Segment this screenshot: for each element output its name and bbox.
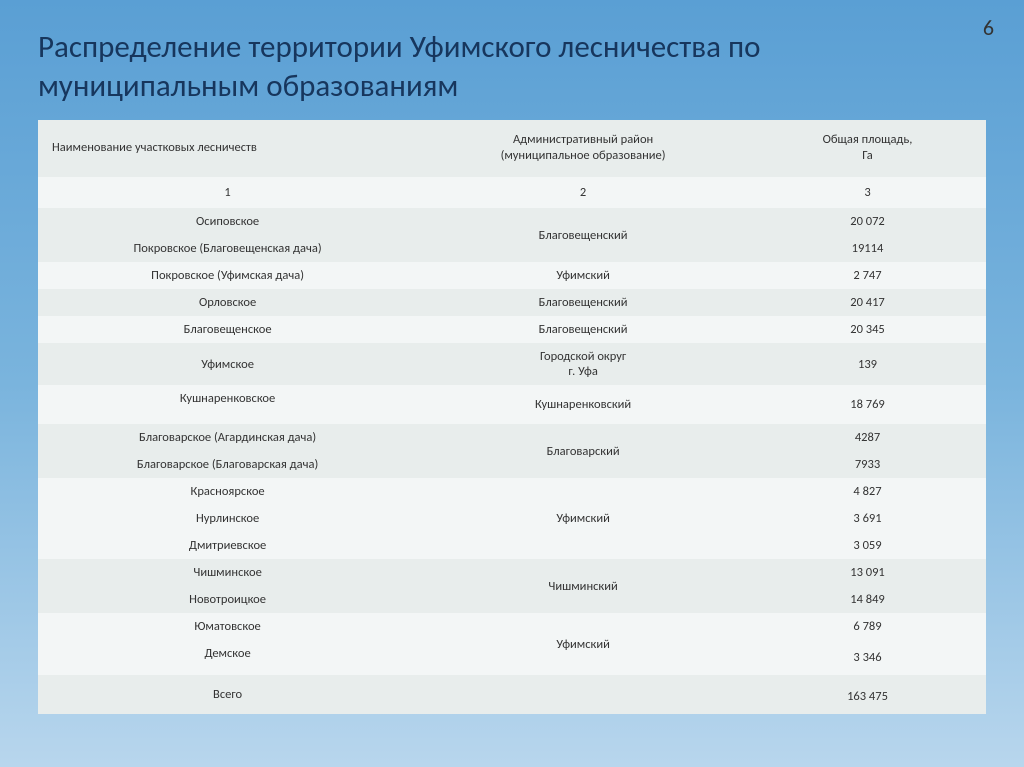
- cell-name: Уфимское: [38, 343, 417, 385]
- cell-area: 20 072: [749, 208, 986, 235]
- cell-name: Новотроицкое: [38, 586, 417, 613]
- colnum-1: 1: [38, 177, 417, 208]
- cell-area: 139: [749, 343, 986, 385]
- header-col2-l1: Административный район: [513, 132, 653, 147]
- header-col2: Административный район (муниципальное об…: [417, 120, 749, 178]
- cell-area: 4287: [749, 424, 986, 451]
- cell-area: 7933: [749, 451, 986, 478]
- cell-area: 2 747: [749, 262, 986, 289]
- cell-name: Нурлинское: [38, 505, 417, 532]
- cell-name: Орловское: [38, 289, 417, 316]
- cell-area: 18 769: [749, 385, 986, 424]
- cell-area: 19114: [749, 235, 986, 262]
- header-col3: Общая площадь, Га: [749, 120, 986, 178]
- cell-area: 3 691: [749, 505, 986, 532]
- cell-district: Уфимский: [417, 262, 749, 289]
- cell-name: Благоварское (Агардинская дача): [38, 424, 417, 451]
- cell-area: 13 091: [749, 559, 986, 586]
- header-col2-l2: (муниципальное образование): [501, 148, 666, 163]
- cell-district: Уфимский: [417, 478, 749, 559]
- cell-name: Чишминское: [38, 559, 417, 586]
- cell-name: Благовещенское: [38, 316, 417, 343]
- cell-name: Дмитриевское: [38, 532, 417, 559]
- cell-area: 4 827: [749, 478, 986, 505]
- total-label: Всего: [38, 675, 417, 714]
- cell-area: 3 346: [749, 640, 986, 675]
- cell-name: Кушнаренковское: [38, 385, 417, 424]
- cell-district: Благовещенский: [417, 316, 749, 343]
- cell-district: Уфимский: [417, 613, 749, 675]
- cell-name: Юматовское: [38, 613, 417, 640]
- cell-name: Демское: [38, 640, 417, 675]
- cell-area: 3 059: [749, 532, 986, 559]
- page-title: Распределение территории Уфимского лесни…: [38, 28, 986, 106]
- cell-district: Благовещенский: [417, 289, 749, 316]
- total-district: [417, 675, 749, 714]
- cell-name: Осиповское: [38, 208, 417, 235]
- header-col1: Наименование участковых лесничеств: [38, 120, 417, 178]
- total-area: 163 475: [749, 675, 986, 714]
- cell-area: 6 789: [749, 613, 986, 640]
- page-number: 6: [983, 14, 994, 41]
- cell-district: Благоварский: [417, 424, 749, 478]
- header-col3-l2: Га: [862, 148, 872, 163]
- cell-name: Покровское (Уфимская дача): [38, 262, 417, 289]
- colnum-3: 3: [749, 177, 986, 208]
- cell-district: Кушнаренковский: [417, 385, 749, 424]
- cell-area: 20 345: [749, 316, 986, 343]
- cell-area: 20 417: [749, 289, 986, 316]
- cell-district: Чишминский: [417, 559, 749, 613]
- cell-district: Благовещенский: [417, 208, 749, 262]
- header-col3-l1: Общая площадь,: [823, 132, 913, 147]
- cell-name: Покровское (Благовещенская дача): [38, 235, 417, 262]
- cell-district-l2: г. Уфа: [568, 364, 597, 379]
- cell-district-l1: Городской округ: [540, 349, 626, 364]
- cell-name: Благоварское (Благоварская дача): [38, 451, 417, 478]
- colnum-2: 2: [417, 177, 749, 208]
- cell-name: Красноярское: [38, 478, 417, 505]
- cell-area: 14 849: [749, 586, 986, 613]
- cell-district: Городской округ г. Уфа: [417, 343, 749, 385]
- distribution-table: Наименование участковых лесничеств Админ…: [38, 120, 986, 715]
